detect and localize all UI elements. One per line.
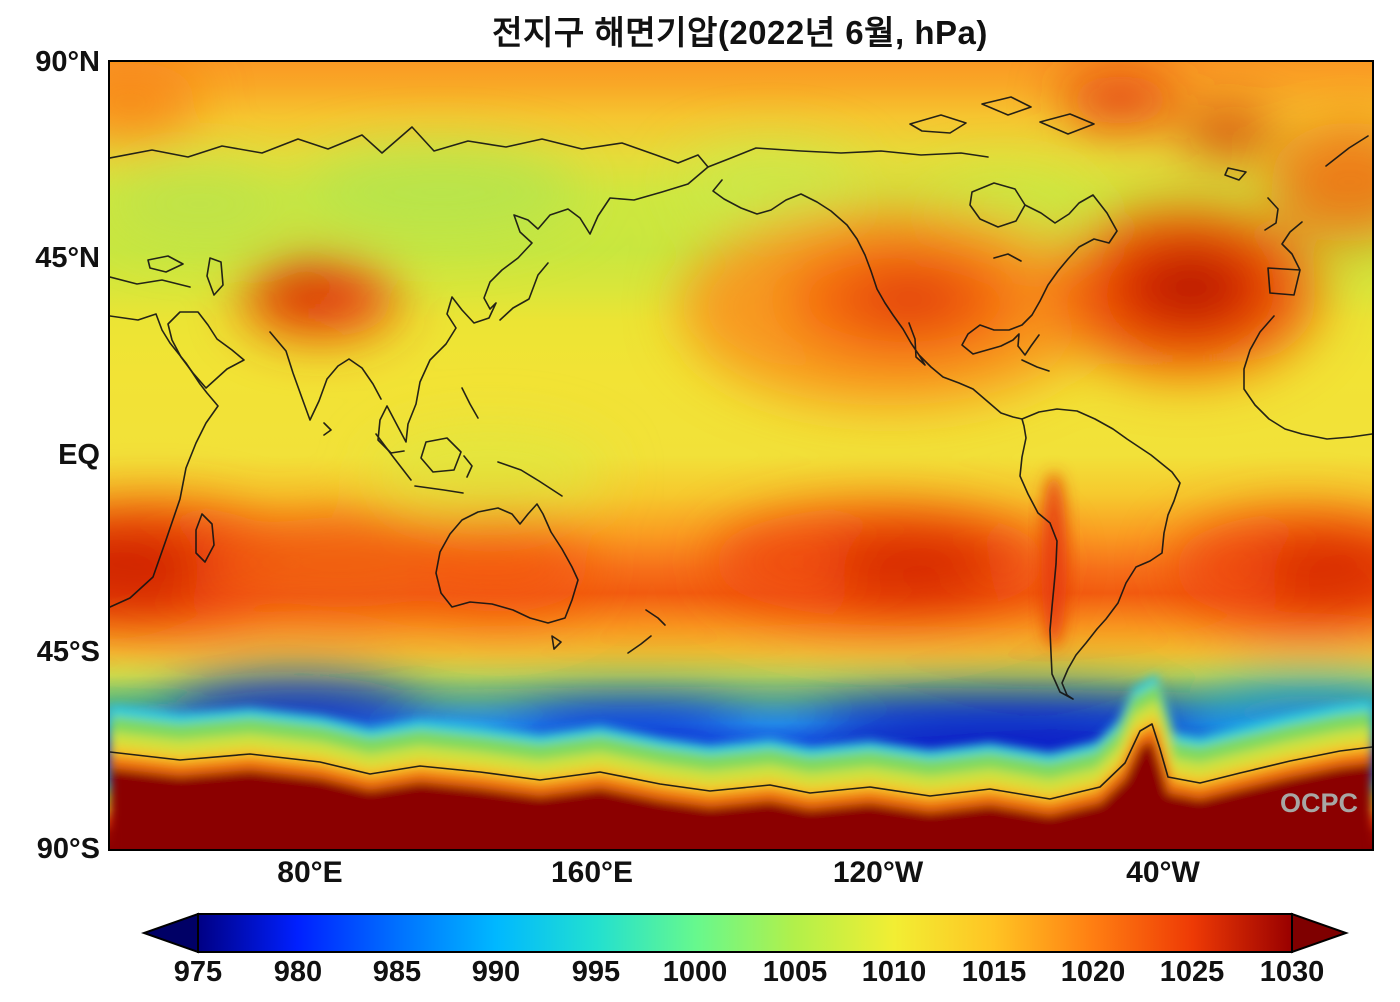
colorbar-tick-label: 985 [372, 956, 422, 988]
y-axis-label: 90°N [35, 46, 100, 78]
colorbar-tick-label: 975 [173, 956, 223, 988]
colorbar-tick-label: 990 [471, 956, 521, 988]
colorbar-tick-label: 1030 [1259, 956, 1325, 988]
colorbar-tick-label: 995 [571, 956, 621, 988]
pressure-anomaly-blobs [110, 62, 1372, 770]
colorbar-arrow-left [140, 912, 199, 954]
andes-pressure-streak [1041, 472, 1067, 648]
colorbar-tick-label: 1005 [762, 956, 828, 988]
y-axis-label: 45°S [36, 636, 100, 668]
figure-title: 전지구 해면기압(2022년 6월, hPa) [492, 14, 988, 51]
colorbar-tick-label: 1000 [662, 956, 728, 988]
colorbar [140, 912, 1350, 954]
pressure-field-map: OCPC [110, 62, 1372, 849]
y-axis-label: 90°S [36, 833, 100, 865]
x-axis-label: 160°E [550, 856, 634, 889]
antarctic-plateau-field [110, 686, 1372, 849]
colorbar-tick-label: 980 [273, 956, 323, 988]
y-axis-label: EQ [58, 439, 100, 471]
coastlines [110, 96, 1372, 800]
colorbar-tick-label: 1010 [861, 956, 927, 988]
colorbar-tick-label: 1025 [1159, 956, 1225, 988]
colorbar-arrow-right [1291, 912, 1350, 954]
watermark-ocpc: OCPC [1280, 788, 1358, 818]
colorbar-gradient-body [197, 913, 1293, 953]
y-axis-label: 45°N [35, 242, 100, 274]
colorbar-svg [140, 912, 1350, 954]
map-plot-area: OCPC [108, 60, 1374, 851]
x-axis-label: 120°W [832, 856, 924, 889]
colorbar-tick-label: 1020 [1060, 956, 1126, 988]
colorbar-tick-label: 1015 [961, 956, 1027, 988]
x-axis-label: 40°W [1126, 856, 1200, 889]
x-axis-label: 80°E [277, 856, 343, 889]
